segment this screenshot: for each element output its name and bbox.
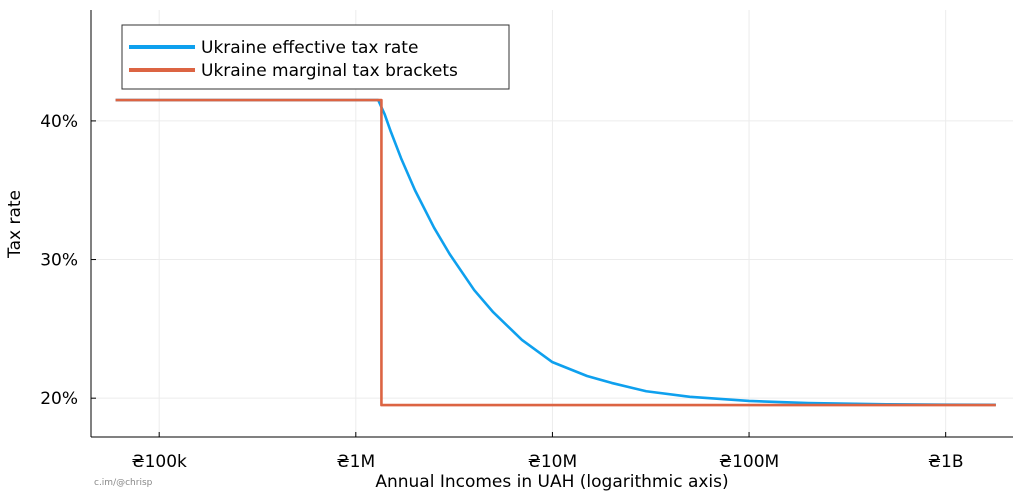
y-tick-label: 30% bbox=[40, 251, 78, 271]
x-tick-label: ₴1M bbox=[336, 452, 375, 472]
x-tick-label: ₴10M bbox=[528, 452, 577, 472]
x-tick-label: ₴1B bbox=[928, 452, 964, 472]
x-tick-label: ₴100k bbox=[131, 452, 187, 472]
tick-labels: ₴100k ₴1M ₴10M ₴100M ₴1B 20% 30% 40% bbox=[40, 112, 963, 472]
series-line-marginal-tax-brackets bbox=[115, 98, 996, 407]
series bbox=[115, 98, 996, 407]
y-tick-label: 40% bbox=[40, 112, 78, 132]
y-tick-label: 20% bbox=[40, 389, 78, 409]
y-axis-label: Tax rate bbox=[5, 190, 25, 259]
legend-label-marginal: Ukraine marginal tax brackets bbox=[201, 61, 458, 81]
legend-label-effective: Ukraine effective tax rate bbox=[201, 38, 418, 58]
legend: Ukraine effective tax rate Ukraine margi… bbox=[121, 24, 510, 90]
credit-text: c.im/@chrisp bbox=[94, 478, 153, 488]
series-line-effective-tax-rate bbox=[115, 98, 996, 407]
legend-box bbox=[121, 24, 510, 90]
x-axis-label: Annual Incomes in UAH (logarithmic axis) bbox=[375, 472, 728, 492]
x-tick-label: ₴100M bbox=[719, 452, 779, 472]
